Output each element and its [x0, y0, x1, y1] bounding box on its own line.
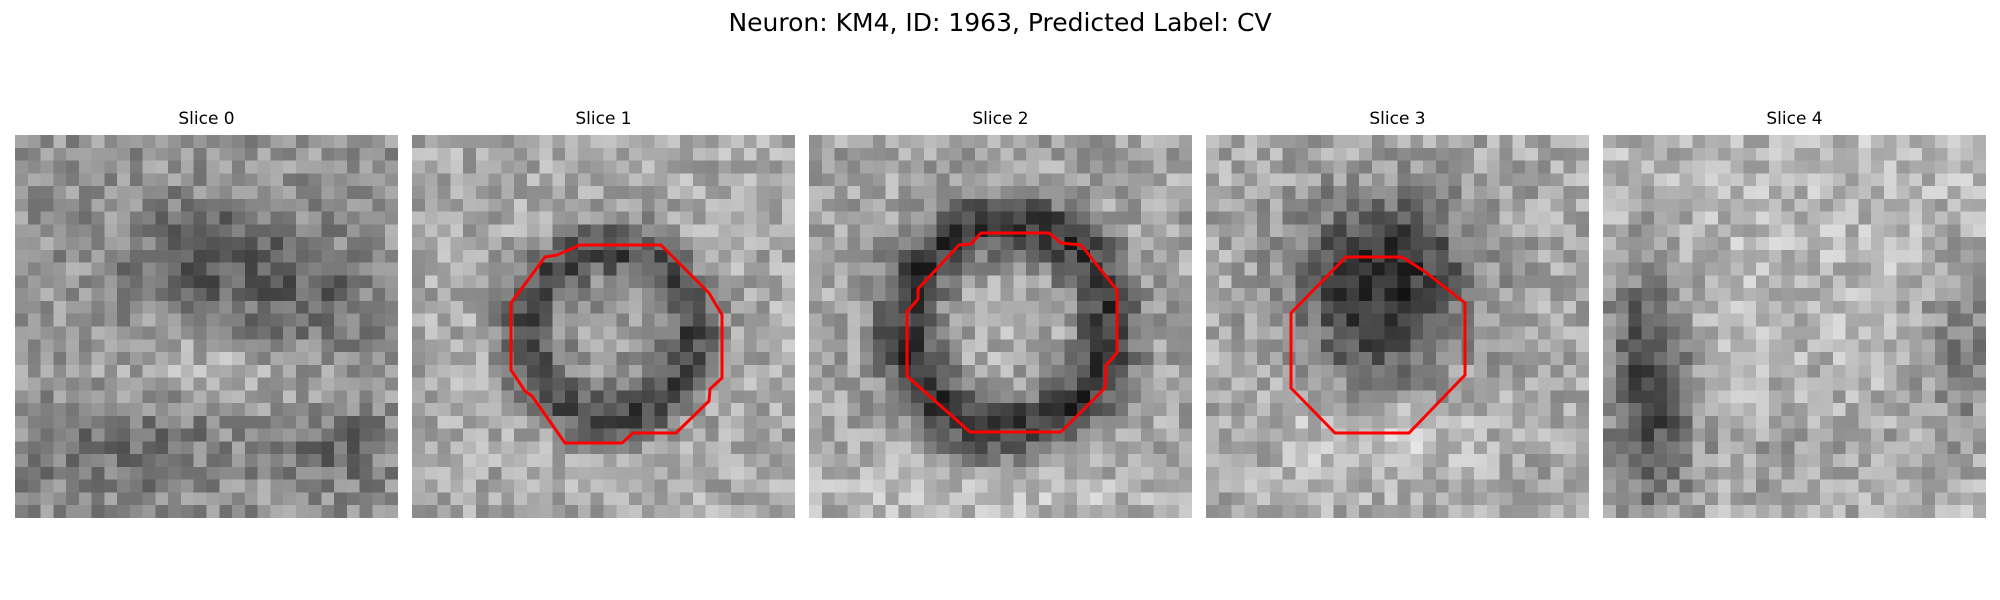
slice-image-1 — [412, 135, 795, 518]
slice-canvas-3 — [1206, 135, 1589, 518]
slice-panel-4: Slice 4 — [1603, 108, 1986, 518]
slice-canvas-1 — [412, 135, 795, 518]
slice-canvas-0 — [15, 135, 398, 518]
slice-canvas-2 — [809, 135, 1192, 518]
roi-contour-outline-2 — [905, 231, 1119, 434]
roi-contour-3 — [1289, 255, 1467, 435]
slice-image-0 — [15, 135, 398, 518]
slice-canvas-4 — [1603, 135, 1986, 518]
slice-title-3: Slice 3 — [1369, 109, 1426, 129]
slice-panel-2: Slice 2 — [809, 108, 1192, 518]
roi-contour-1 — [509, 243, 724, 445]
slice-image-2 — [809, 135, 1192, 518]
figure-title: Neuron: KM4, ID: 1963, Predicted Label: … — [728, 8, 1272, 37]
slice-title-1: Slice 1 — [575, 109, 632, 129]
roi-contour-2 — [905, 231, 1119, 434]
slice-image-4 — [1603, 135, 1986, 518]
slice-title-0: Slice 0 — [178, 109, 235, 129]
slice-panel-1: Slice 1 — [412, 108, 795, 518]
slice-panel-3: Slice 3 — [1206, 108, 1589, 518]
slice-title-4: Slice 4 — [1766, 109, 1823, 129]
slice-title-2: Slice 2 — [972, 109, 1029, 129]
roi-contour-outline-3 — [1289, 255, 1467, 435]
roi-contour-outline-1 — [509, 243, 724, 445]
slice-panel-0: Slice 0 — [15, 108, 398, 518]
slice-image-3 — [1206, 135, 1589, 518]
